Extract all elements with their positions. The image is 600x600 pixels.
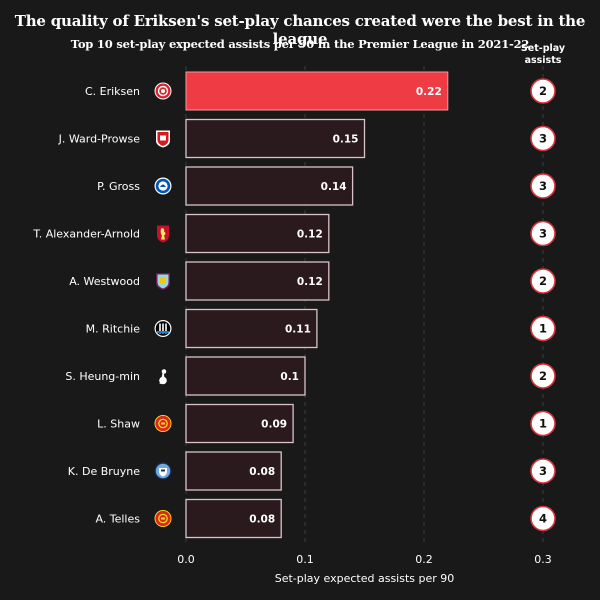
assists-count: 3 — [539, 132, 547, 146]
assists-circle — [530, 78, 556, 104]
assists-count: 3 — [539, 179, 547, 193]
bar-value-label: 0.09 — [261, 419, 287, 431]
x-tick-label: 0.3 — [534, 553, 552, 566]
bar-value-label: 0.1 — [280, 371, 299, 383]
bar-value-label: 0.08 — [249, 466, 275, 478]
x-axis-label: Set-play expected assists per 90 — [275, 572, 455, 585]
brentford-badge — [154, 82, 172, 100]
player-label: M. Ritchie — [86, 323, 141, 336]
player-label: J. Ward-Prowse — [58, 133, 141, 146]
assists-circle — [530, 410, 556, 437]
manchester-united-badge — [154, 510, 172, 527]
brighton-badge — [154, 177, 172, 195]
bar-value-label: 0.08 — [249, 514, 275, 526]
assists-circle — [530, 458, 556, 484]
player-label: C. Eriksen — [85, 85, 140, 98]
assists-circle — [530, 220, 556, 247]
bar — [185, 356, 306, 396]
player-label: P. Gross — [97, 180, 140, 193]
assists-count: 3 — [539, 464, 547, 478]
bar — [185, 118, 366, 159]
assists-circle — [530, 125, 556, 152]
assists-count: 3 — [539, 227, 547, 241]
bar-value-label: 0.14 — [321, 181, 347, 193]
player-label: A. Westwood — [69, 275, 140, 288]
bar — [185, 213, 330, 254]
assists-circle — [530, 268, 556, 294]
player-label: L. Shaw — [97, 418, 140, 431]
bar — [185, 451, 282, 491]
bar — [185, 403, 294, 444]
bar — [185, 261, 330, 301]
burnley-badge — [156, 273, 170, 290]
chart-subtitle: Top 10 set-play expected assists per 90 … — [70, 37, 530, 51]
chart-title: The quality of Eriksen's set-play chance… — [14, 12, 586, 48]
bar-value-label: 0.22 — [416, 86, 442, 98]
bar — [185, 498, 282, 539]
manchester-united-badge — [154, 415, 172, 432]
manchester-city-badge — [154, 462, 172, 480]
bar — [185, 308, 318, 349]
assists-header-line1: Set-play — [520, 43, 566, 54]
southampton-badge — [156, 130, 170, 148]
bar-value-label: 0.12 — [297, 229, 323, 241]
bar-value-label: 0.15 — [333, 134, 359, 146]
x-tick-label: 0.0 — [177, 553, 195, 566]
assists-header-line2: assists — [524, 55, 562, 66]
assists-count: 4 — [539, 512, 547, 526]
assists-count: 2 — [539, 84, 547, 98]
assists-count: 2 — [539, 369, 547, 383]
bar — [185, 166, 354, 206]
player-label: A. Telles — [95, 513, 140, 526]
assists-count: 1 — [539, 322, 547, 336]
newcastle-badge — [154, 320, 172, 337]
assists-count: 2 — [539, 274, 547, 288]
bar-value-label: 0.12 — [297, 276, 323, 288]
player-label: K. De Bruyne — [68, 465, 140, 478]
bar-value-label: 0.11 — [285, 324, 311, 336]
x-tick-label: 0.1 — [296, 553, 314, 566]
assists-circle — [530, 315, 556, 342]
assists-circle — [530, 363, 556, 389]
bar — [185, 71, 449, 111]
x-tick-label: 0.2 — [415, 553, 433, 566]
assists-count: 1 — [539, 417, 547, 431]
assists-circle — [530, 173, 556, 199]
player-label: T. Alexander-Arnold — [32, 228, 140, 241]
liverpool-badge — [157, 225, 169, 243]
player-label: S. Heung-min — [65, 370, 140, 383]
assists-circle — [530, 505, 556, 532]
assists-column-header: Set-play assists — [512, 43, 574, 67]
tottenham-badge — [159, 369, 167, 385]
